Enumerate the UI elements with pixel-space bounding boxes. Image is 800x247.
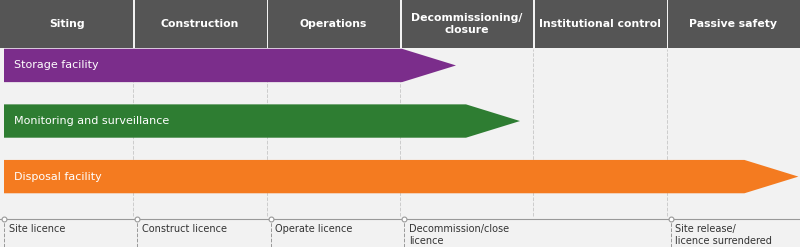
Bar [0, 0, 134, 48]
Text: Passive safety: Passive safety [690, 19, 778, 29]
Polygon shape [4, 49, 456, 82]
Polygon shape [4, 160, 798, 193]
Text: Site release/
licence surrendered: Site release/ licence surrendered [675, 224, 772, 246]
Bar [668, 0, 800, 48]
Bar [402, 0, 534, 48]
Text: Decommission/close
licence: Decommission/close licence [409, 224, 509, 246]
Text: Construct licence: Construct licence [142, 224, 227, 233]
Text: Decommissioning/
closure: Decommissioning/ closure [411, 13, 522, 35]
Text: Storage facility: Storage facility [14, 61, 99, 70]
Bar [135, 0, 266, 48]
Text: Operations: Operations [300, 19, 367, 29]
Text: Site licence: Site licence [9, 224, 65, 233]
Text: Siting: Siting [49, 19, 85, 29]
Bar [535, 0, 666, 48]
Text: Disposal facility: Disposal facility [14, 172, 102, 182]
Text: Institutional control: Institutional control [539, 19, 661, 29]
Bar [268, 0, 400, 48]
Polygon shape [4, 104, 520, 138]
Text: Operate licence: Operate licence [275, 224, 353, 233]
Text: Monitoring and surveillance: Monitoring and surveillance [14, 116, 170, 126]
Text: Construction: Construction [161, 19, 239, 29]
